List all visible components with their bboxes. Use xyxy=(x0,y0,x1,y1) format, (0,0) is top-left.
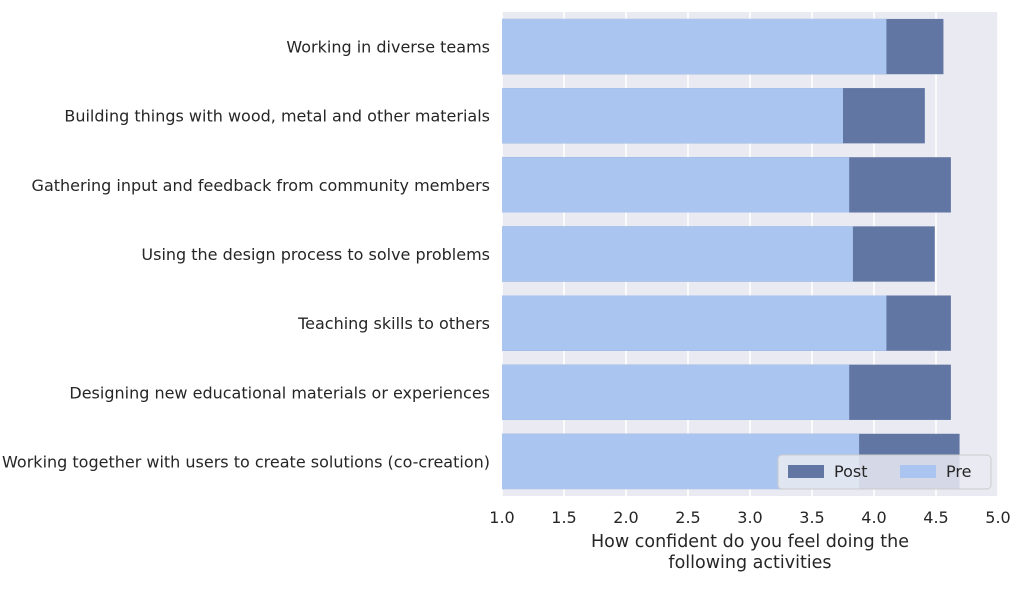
category-label: Working in diverse teams xyxy=(286,38,490,57)
category-label: Building things with wood, metal and oth… xyxy=(64,107,490,126)
x-tick-labels: 1.0 1.5 2.0 2.5 3.0 3.5 4.0 4.5 5.0 xyxy=(489,508,1010,527)
x-tick-label: 3.5 xyxy=(799,508,824,527)
x-tick-label: 3.0 xyxy=(737,508,762,527)
bar-pre xyxy=(502,364,850,420)
x-tick-label: 1.0 xyxy=(489,508,514,527)
category-label: Gathering input and feedback from commun… xyxy=(32,176,490,195)
category-label: Working together with users to create so… xyxy=(2,452,490,471)
legend-swatch-post xyxy=(788,465,824,478)
category-label: Designing new educational materials or e… xyxy=(69,383,490,402)
legend: Post Pre xyxy=(777,454,992,490)
bar-pre xyxy=(502,88,843,144)
bars xyxy=(502,18,960,490)
category-label: Teaching skills to others xyxy=(297,314,490,333)
legend-label-post: Post xyxy=(834,462,867,481)
bar-pre xyxy=(502,157,850,213)
x-tick-label: 4.5 xyxy=(923,508,948,527)
x-tick-label: 1.5 xyxy=(551,508,576,527)
bar-pre xyxy=(502,18,887,75)
x-tick-label: 2.0 xyxy=(613,508,638,527)
x-axis-title: How confident do you feel doing the follo… xyxy=(591,532,909,573)
category-label: Using the design process to solve proble… xyxy=(141,245,490,264)
legend-box xyxy=(777,454,992,490)
bar-pre xyxy=(502,295,887,351)
x-tick-label: 2.5 xyxy=(675,508,700,527)
bar-pre xyxy=(502,226,853,282)
x-axis-label: How confident do you feel doing the follo… xyxy=(591,532,909,573)
x-tick-label: 5.0 xyxy=(985,508,1010,527)
category-labels: Working in diverse teams Building things … xyxy=(2,38,490,472)
legend-swatch-pre xyxy=(900,465,936,478)
x-tick-label: 4.0 xyxy=(861,508,886,527)
legend-label-pre: Pre xyxy=(946,462,971,481)
